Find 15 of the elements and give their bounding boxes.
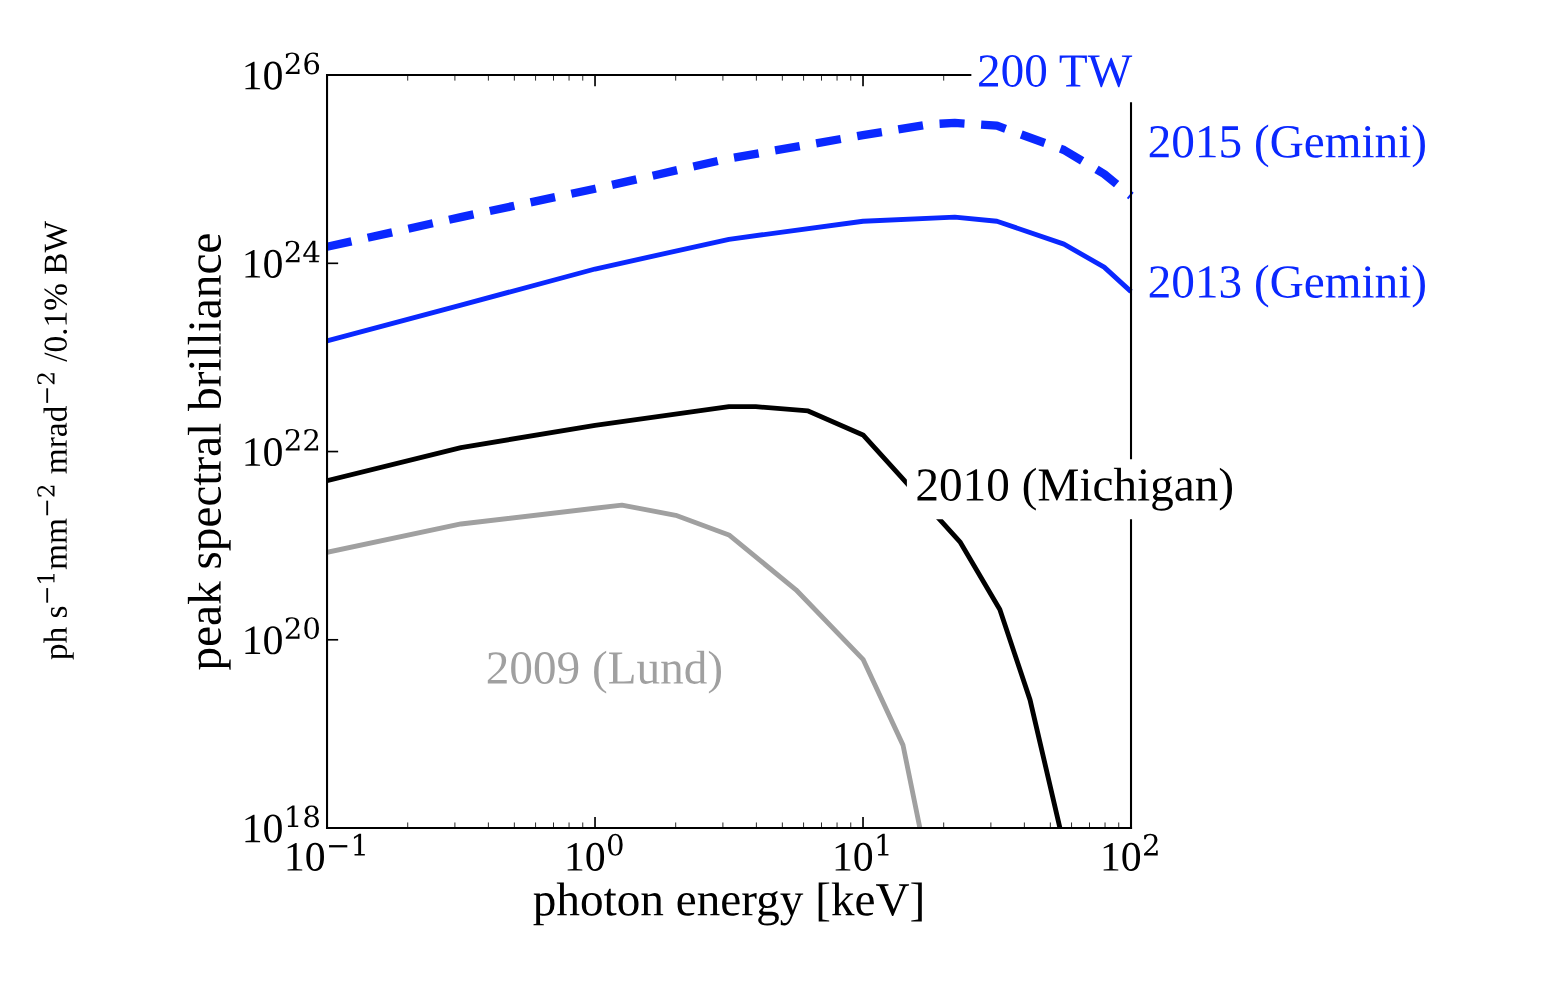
y-axis-title: peak spectral brilliance — [187, 234, 231, 670]
y-tick-label: 10$^{20}$ — [245, 617, 319, 655]
y-tick-label: 10$^{26}$ — [245, 52, 320, 90]
text: 2009 (Lund) — [487, 650, 722, 694]
x-axis-title: photon energy [keV] — [533, 882, 922, 926]
annotation: 200 TW — [979, 55, 1133, 88]
x-tick-label: 10$^{2}$ — [1103, 833, 1158, 871]
x-tick-label: 10$^{1}$ — [835, 833, 889, 871]
x-tick-label: 10$^{0}$ — [567, 833, 623, 871]
series-label: 2013 (Gemini) — [1149, 264, 1425, 308]
series-label: 2015 (Gemini) — [1149, 124, 1425, 168]
text: ph s$^{−1}$mm$^{−2}$ mrad$^{−2}$ /0.1% BW — [37, 221, 74, 660]
y-tick-label: 10$^{22}$ — [245, 428, 319, 467]
series-label: 2010 (Michigan) — [917, 467, 1232, 511]
y-tick-label: 10$^{24}$ — [245, 240, 320, 278]
